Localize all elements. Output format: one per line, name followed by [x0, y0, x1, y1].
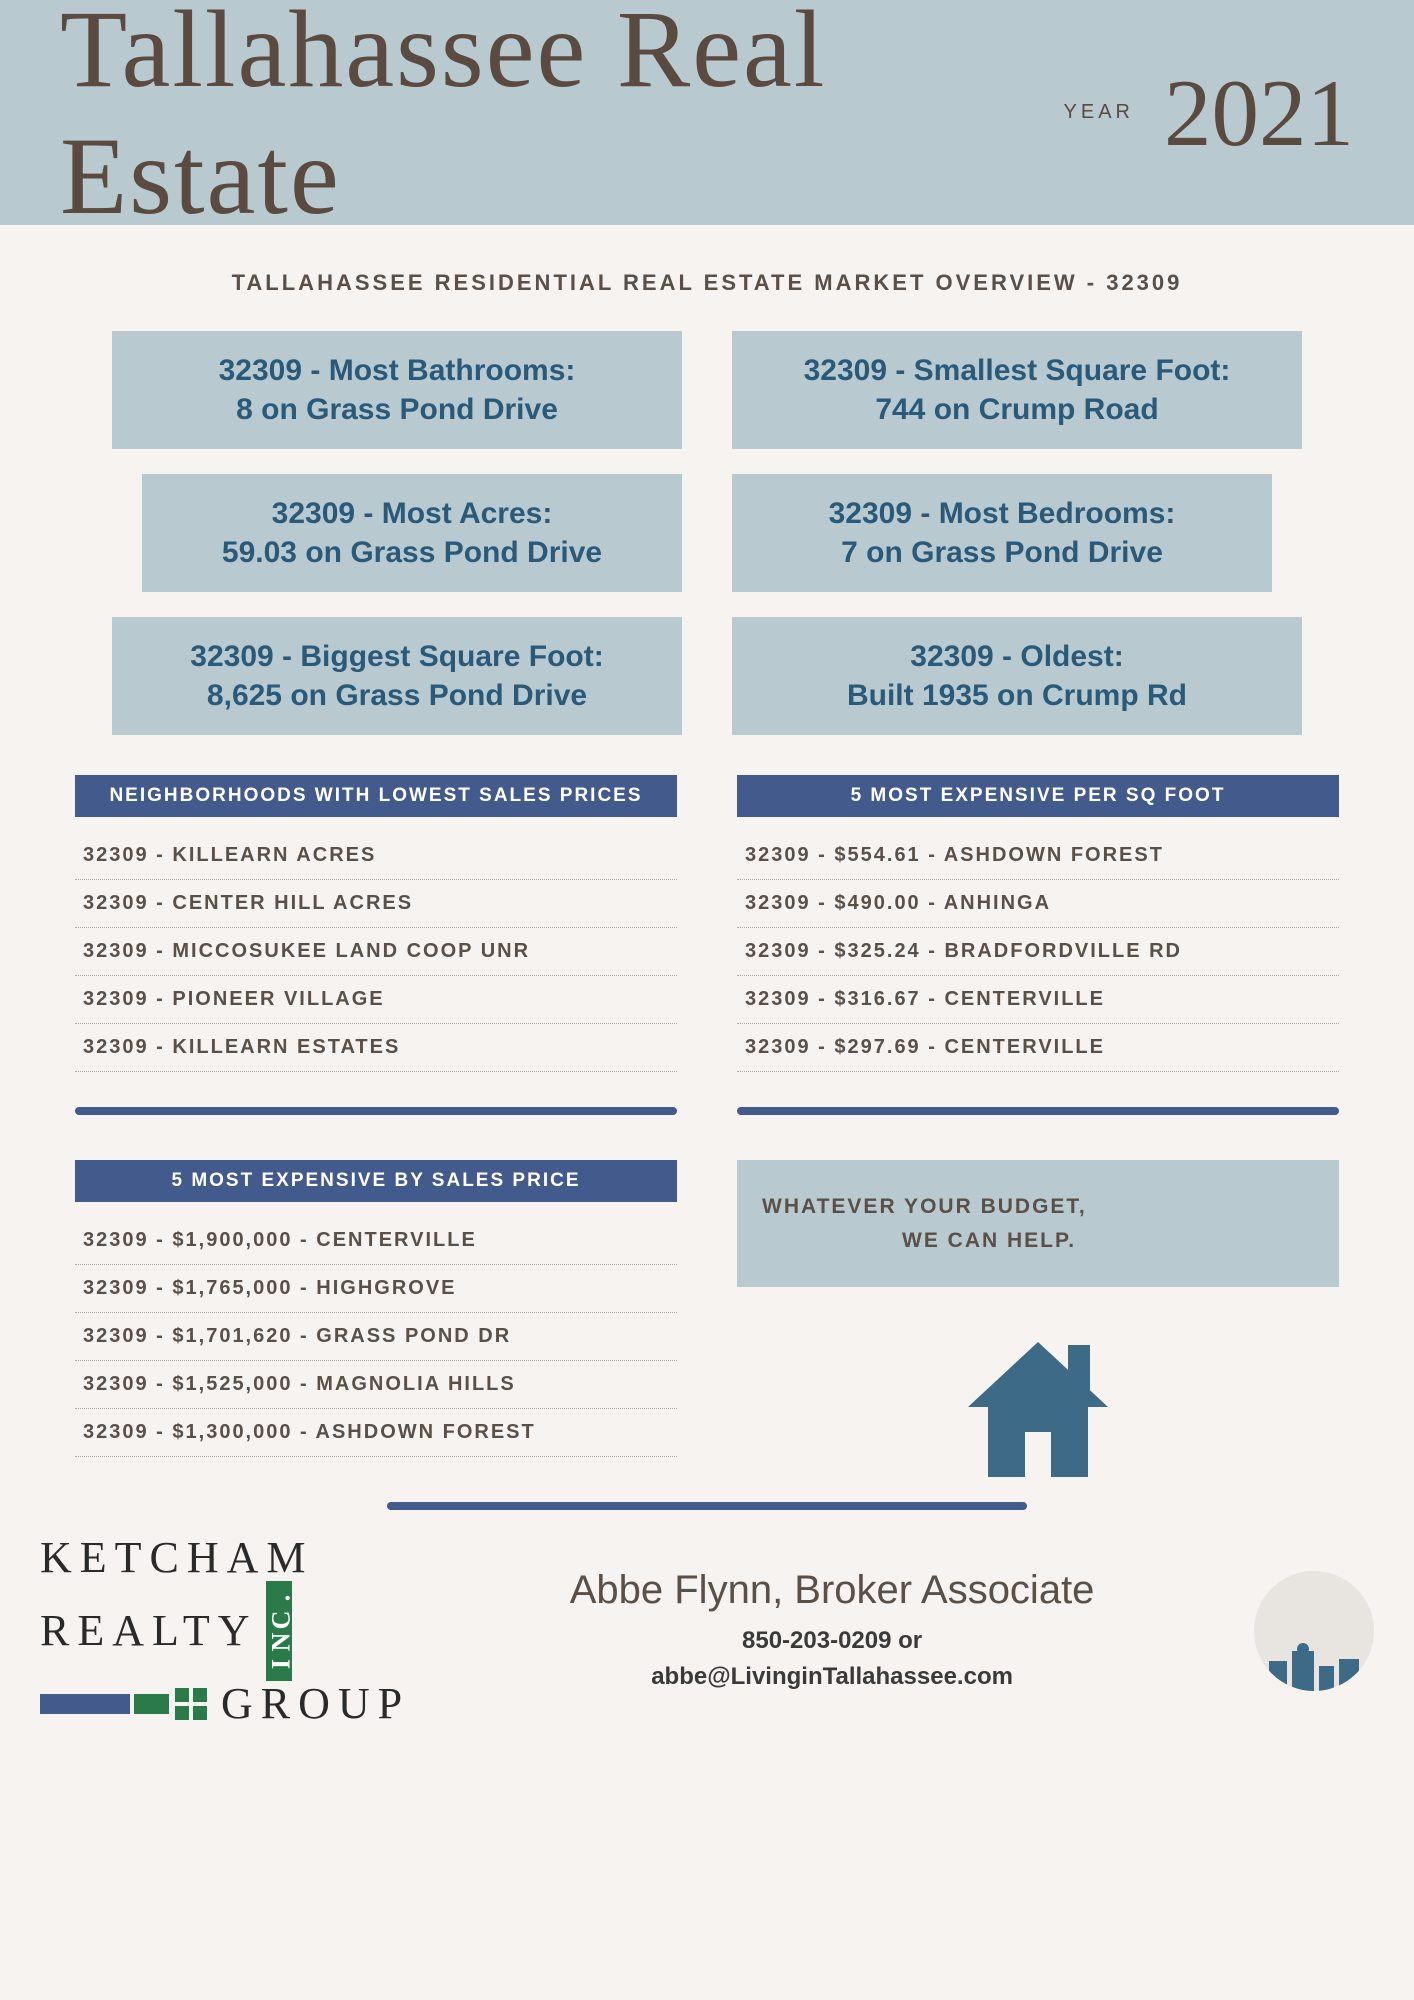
stat-line: Built 1935 on Crump Rd — [742, 676, 1292, 715]
ketcham-logo: KETCHAM REALTY .CNI GROUP — [40, 1535, 410, 1727]
logo-bar-green — [134, 1694, 169, 1714]
logo-line1: KETCHAM — [40, 1535, 314, 1581]
stat-smallest-sqft: 32309 - Smallest Square Foot: 744 on Cru… — [732, 331, 1302, 449]
expensive-sqft-section: 5 MOST EXPENSIVE PER SQ FOOT 32309 - $55… — [737, 775, 1339, 1150]
stat-oldest: 32309 - Oldest: Built 1935 on Crump Rd — [732, 617, 1302, 735]
year-label: YEAR — [1064, 101, 1134, 124]
list-item: 32309 - $1,300,000 - ASHDOWN FOREST — [75, 1409, 677, 1457]
stat-line: 8 on Grass Pond Drive — [122, 390, 672, 429]
header-banner: Tallahassee Real Estate YEAR 2021 — [0, 0, 1414, 225]
divider — [75, 1107, 677, 1115]
stat-line: 59.03 on Grass Pond Drive — [152, 533, 672, 572]
stat-line: 32309 - Most Bathrooms: — [122, 351, 672, 390]
house-icon — [737, 1337, 1339, 1492]
logo-line2: REALTY — [40, 1608, 258, 1654]
stat-line: 744 on Crump Road — [742, 390, 1292, 429]
logo-dots — [175, 1688, 215, 1720]
broker-phone: 850-203-0209 or — [440, 1623, 1224, 1659]
lowest-prices-section: NEIGHBORHOODS WITH LOWEST SALES PRICES 3… — [75, 775, 677, 1150]
stat-line: 7 on Grass Pond Drive — [742, 533, 1262, 572]
list-item: 32309 - $316.67 - CENTERVILLE — [737, 976, 1339, 1024]
stat-bedrooms: 32309 - Most Bedrooms: 7 on Grass Pond D… — [732, 474, 1272, 592]
logo-bar-blue — [40, 1694, 130, 1714]
tagline-column: WHATEVER YOUR BUDGET, WE CAN HELP. — [737, 1160, 1339, 1492]
tagline-line: WHATEVER YOUR BUDGET, — [762, 1190, 1314, 1224]
subtitle: TALLAHASSEE RESIDENTIAL REAL ESTATE MARK… — [75, 270, 1339, 296]
list-item: 32309 - $325.24 - BRADFORDVILLE RD — [737, 928, 1339, 976]
logo-line3: GROUP — [221, 1681, 410, 1727]
tagline-line: WE CAN HELP. — [762, 1224, 1314, 1258]
stat-acres: 32309 - Most Acres: 59.03 on Grass Pond … — [142, 474, 682, 592]
stat-biggest-sqft: 32309 - Biggest Square Foot: 8,625 on Gr… — [112, 617, 682, 735]
list-item: 32309 - $1,701,620 - GRASS POND DR — [75, 1313, 677, 1361]
stat-line: 32309 - Most Bedrooms: — [742, 494, 1262, 533]
stat-grid: 32309 - Most Bathrooms: 8 on Grass Pond … — [75, 331, 1339, 735]
broker-contact: Abbe Flynn, Broker Associate 850-203-020… — [440, 1568, 1224, 1695]
list-item: 32309 - MICCOSUKEE LAND COOP UNR — [75, 928, 677, 976]
broker-name: Abbe Flynn, Broker Associate — [440, 1568, 1224, 1613]
stat-line: 32309 - Biggest Square Foot: — [122, 637, 672, 676]
list-item: 32309 - $1,900,000 - CENTERVILLE — [75, 1217, 677, 1265]
footer-divider — [387, 1502, 1027, 1510]
stat-line: 32309 - Most Acres: — [152, 494, 672, 533]
section-title-price: 5 MOST EXPENSIVE BY SALES PRICE — [75, 1160, 677, 1202]
stat-bathrooms: 32309 - Most Bathrooms: 8 on Grass Pond … — [112, 331, 682, 449]
list-item: 32309 - $490.00 - ANHINGA — [737, 880, 1339, 928]
section-title-sqft: 5 MOST EXPENSIVE PER SQ FOOT — [737, 775, 1339, 817]
section-title-lowest: NEIGHBORHOODS WITH LOWEST SALES PRICES — [75, 775, 677, 817]
list-item: 32309 - $297.69 - CENTERVILLE — [737, 1024, 1339, 1072]
list-item: 32309 - $554.61 - ASHDOWN FOREST — [737, 832, 1339, 880]
footer: KETCHAM REALTY .CNI GROUP Abbe Flynn, Br… — [0, 1535, 1414, 1727]
stat-line: 8,625 on Grass Pond Drive — [122, 676, 672, 715]
year-value: 2021 — [1164, 58, 1354, 168]
expensive-price-section: 5 MOST EXPENSIVE BY SALES PRICE 32309 - … — [75, 1160, 677, 1492]
list-item: 32309 - PIONEER VILLAGE — [75, 976, 677, 1024]
list-item: 32309 - KILLEARN ACRES — [75, 832, 677, 880]
tallahassee-badge-icon — [1254, 1571, 1374, 1691]
divider — [737, 1107, 1339, 1115]
list-item: 32309 - $1,525,000 - MAGNOLIA HILLS — [75, 1361, 677, 1409]
broker-email: abbe@LivinginTallahassee.com — [440, 1659, 1224, 1695]
tagline-box: WHATEVER YOUR BUDGET, WE CAN HELP. — [737, 1160, 1339, 1287]
logo-inc-badge: .CNI — [266, 1581, 293, 1681]
stat-line: 32309 - Smallest Square Foot: — [742, 351, 1292, 390]
page-title: Tallahassee Real Estate — [60, 0, 1064, 240]
list-item: 32309 - $1,765,000 - HIGHGROVE — [75, 1265, 677, 1313]
list-item: 32309 - CENTER HILL ACRES — [75, 880, 677, 928]
stat-line: 32309 - Oldest: — [742, 637, 1292, 676]
list-item: 32309 - KILLEARN ESTATES — [75, 1024, 677, 1072]
